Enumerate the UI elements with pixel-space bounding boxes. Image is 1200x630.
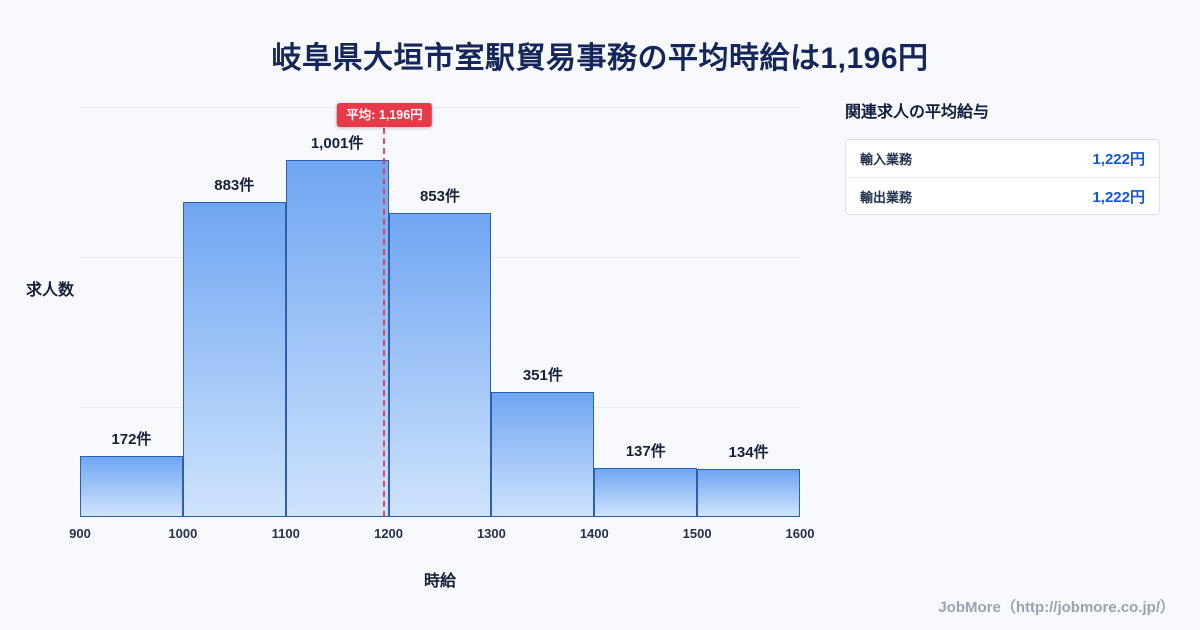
x-tick-label: 1300 xyxy=(476,526,506,541)
related-job-row: 輸出業務 1,222円 xyxy=(846,177,1159,214)
related-job-row: 輸入業務 1,222円 xyxy=(846,140,1159,177)
x-tick-label: 1500 xyxy=(682,526,712,541)
plot-area: 172件 883件 1,001件 853件 351件 137件 134件 平均: 1,196… xyxy=(80,103,800,517)
x-tick-label: 1400 xyxy=(579,526,609,541)
footer-credit: JobMore（http://jobmore.co.jp/） xyxy=(938,599,1175,616)
x-tick-label: 900 xyxy=(69,526,91,541)
bar-count-label: 853件 xyxy=(419,187,460,205)
bar-1100-1200 xyxy=(285,160,389,517)
related-jobs-table: 輸入業務 1,222円 輸出業務 1,222円 xyxy=(845,139,1160,215)
x-tick-label: 1600 xyxy=(785,526,815,541)
x-axis-title: 時給 xyxy=(423,573,456,590)
gridline xyxy=(80,107,800,108)
bar-900-1000 xyxy=(80,455,183,517)
y-axis-title: 求人数 xyxy=(26,282,75,299)
bar-count-label: 1,001件 xyxy=(310,135,364,153)
side-panel-heading: 関連求人の平均給与 xyxy=(845,104,990,121)
bar-count-label: 172件 xyxy=(111,430,152,448)
bar-count-label: 137件 xyxy=(625,443,666,461)
bar-1400-1500 xyxy=(594,468,698,517)
x-tick-label: 1100 xyxy=(271,526,300,541)
average-badge: 平均: 1,196円 xyxy=(337,103,432,127)
bar-1000-1100 xyxy=(182,202,286,517)
page-title: 岐阜県大垣市室駅貿易事務の平均時給は1,196円 xyxy=(271,42,929,75)
bar-count-label: 134件 xyxy=(728,444,769,462)
job-average-wage: 1,222円 xyxy=(1092,188,1145,206)
related-jobs-panel: 関連求人の平均給与 輸入業務 1,222円 輸出業務 1,222円 xyxy=(845,98,1160,215)
bar-1500-1600 xyxy=(697,469,800,517)
bar-count-label: 883件 xyxy=(214,177,255,195)
x-tick-label: 1200 xyxy=(374,526,404,541)
bar-1300-1400 xyxy=(491,391,595,517)
job-category-label: 輸出業務 xyxy=(860,189,913,205)
x-axis-ticks: 900 1000 1100 1200 1300 1400 1500 1600 xyxy=(69,526,814,546)
bar-count-label: 351件 xyxy=(522,366,563,384)
job-category-label: 輸入業務 xyxy=(860,152,913,167)
bar-1200-1300 xyxy=(388,212,492,517)
job-average-wage: 1,222円 xyxy=(1092,151,1145,168)
x-tick-label: 1000 xyxy=(168,526,198,541)
average-line xyxy=(383,128,386,517)
